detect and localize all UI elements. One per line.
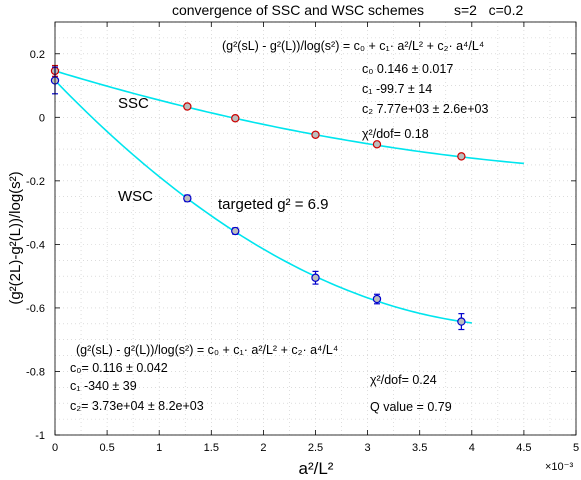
- x-tick-label: 4: [469, 442, 475, 454]
- data-point-wsc: [457, 313, 466, 331]
- data-point-wsc: [231, 226, 240, 236]
- data-point-ssc: [231, 114, 240, 123]
- data-point-ssc: [183, 102, 192, 111]
- x-tick-label: 2.5: [308, 442, 323, 454]
- data-point-ssc: [457, 152, 466, 161]
- grid: [54, 21, 577, 436]
- series-label-wsc: WSC: [118, 188, 153, 205]
- data-point-wsc: [372, 293, 382, 305]
- y-tick-label: -0.2: [26, 176, 45, 188]
- fit-curves: [54, 70, 524, 324]
- x-tick-label: 0: [52, 442, 58, 454]
- data-point-ssc: [372, 140, 382, 149]
- x-tick-label: 0.5: [99, 442, 114, 454]
- wsc-chi2: χ²/dof= 0.24: [370, 373, 437, 387]
- wsc-q-value: Q value = 0.79: [370, 400, 452, 414]
- targeted-label: targeted g² = 6.9: [218, 196, 329, 213]
- x-tick-label: 3.5: [412, 442, 427, 454]
- fit-curve-wsc: [54, 79, 472, 324]
- fit-curve-ssc: [54, 70, 524, 165]
- y-axis-label: (g²(2L)-g²(L))/log(s²): [7, 171, 24, 304]
- x-exponent-label: ×10⁻³: [545, 461, 573, 473]
- series-label-ssc: SSC: [118, 95, 149, 112]
- data-point-wsc: [311, 270, 320, 285]
- chart-params: s=2 c=0.2: [454, 2, 523, 18]
- data-point-wsc: [183, 194, 192, 203]
- y-tick-label: 0: [39, 112, 45, 124]
- x-tick-label: 3: [365, 442, 371, 454]
- y-tick-label: -1: [35, 430, 45, 442]
- y-tick-label: -0.8: [26, 366, 45, 378]
- ssc-chi2: χ²/dof= 0.18: [362, 127, 429, 141]
- wsc-c0: c₀= 0.116 ± 0.042: [70, 361, 168, 375]
- x-tick-label: 1.5: [204, 442, 219, 454]
- x-tick-label: 1: [156, 442, 162, 454]
- data-points: [50, 64, 466, 331]
- x-tick-label: 4.5: [516, 442, 531, 454]
- chart-title: convergence of SSC and WSC schemes: [172, 2, 424, 18]
- y-tick-label: -0.6: [26, 303, 45, 315]
- wsc-c2: c₂= 3.73e+04 ± 8.2e+03: [70, 399, 204, 413]
- x-tick-label: 2: [260, 442, 266, 454]
- ssc-formula: (g²(sL) - g²(L))/log(s²) = c₀ + c₁· a²/L…: [222, 39, 484, 53]
- data-point-ssc: [311, 130, 320, 139]
- x-axis-label: a²/L²: [299, 459, 334, 478]
- y-tick-label: -0.4: [26, 239, 45, 251]
- ssc-c1: c₁ -99.7 ± 14: [362, 82, 432, 96]
- wsc-formula: (g²(sL) - g²(L))/log(s²) = c₀ + c₁· a²/L…: [76, 343, 338, 357]
- y-tick-label: 0.2: [30, 49, 45, 61]
- x-tick-label: 5: [573, 442, 579, 454]
- ssc-c2: c₂ 7.77e+03 ± 2.6e+03: [362, 102, 488, 116]
- ssc-c0: c₀ 0.146 ± 0.017: [362, 62, 453, 76]
- axis-ticks: 0 0.5 1 1.5 2 2.5 3 3.5 4 4.5 5 -1 -0.8 -0.6 -0.4 -0.2 0…: [26, 22, 579, 454]
- wsc-c1: c₁ -340 ± 39: [70, 379, 137, 393]
